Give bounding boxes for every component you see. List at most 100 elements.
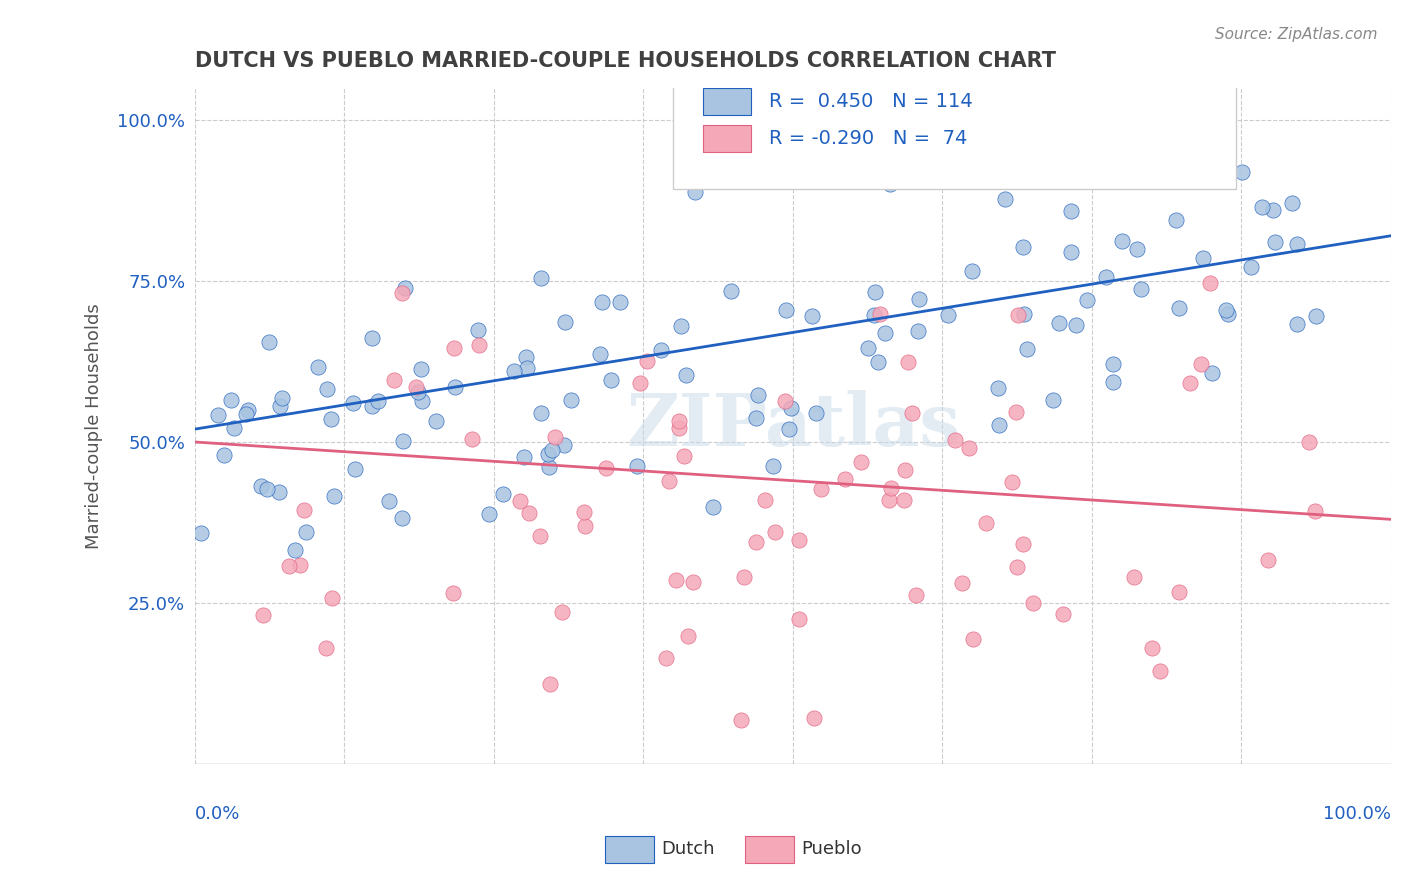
- Dutch: [745, 410, 768, 425]
- Pueblo: [1168, 585, 1191, 599]
- Dutch: [530, 406, 553, 420]
- Pueblo: [787, 612, 810, 626]
- Dutch: [988, 418, 1011, 433]
- Dutch: [1215, 302, 1237, 317]
- Pueblo: [509, 494, 531, 508]
- Dutch: [1102, 375, 1125, 389]
- Pueblo: [962, 632, 984, 646]
- Dutch: [1305, 309, 1327, 323]
- Dutch: [1012, 307, 1035, 321]
- Pueblo: [1257, 553, 1279, 567]
- Dutch: [267, 484, 290, 499]
- Pueblo: [665, 573, 688, 587]
- Pueblo: [1298, 435, 1320, 450]
- Pueblo: [1189, 357, 1212, 371]
- Dutch: [315, 382, 337, 396]
- Dutch: [1285, 318, 1308, 332]
- Pueblo: [1012, 537, 1035, 551]
- Pueblo: [787, 533, 810, 547]
- Dutch: [361, 399, 384, 413]
- Dutch: [444, 379, 467, 393]
- Pueblo: [468, 337, 491, 351]
- Dutch: [1264, 235, 1286, 249]
- Pueblo: [1007, 309, 1029, 323]
- Y-axis label: Married-couple Households: Married-couple Households: [86, 303, 103, 549]
- Pueblo: [668, 421, 690, 435]
- Dutch: [936, 308, 959, 322]
- Dutch: [768, 150, 790, 164]
- Dutch: [1012, 240, 1035, 254]
- Pueblo: [382, 373, 405, 387]
- Dutch: [269, 399, 291, 413]
- Dutch: [669, 319, 692, 334]
- Pueblo: [957, 442, 980, 456]
- Dutch: [1060, 203, 1083, 218]
- Dutch: [856, 341, 879, 355]
- Dutch: [863, 285, 886, 300]
- Pueblo: [529, 529, 551, 543]
- Pueblo: [676, 629, 699, 643]
- Pueblo: [595, 460, 617, 475]
- Dutch: [1076, 293, 1098, 307]
- Dutch: [367, 393, 389, 408]
- Pueblo: [630, 376, 652, 390]
- Dutch: [425, 414, 447, 428]
- Pueblo: [391, 286, 413, 301]
- Pueblo: [773, 394, 796, 409]
- Pueblo: [733, 570, 755, 584]
- Dutch: [1111, 235, 1133, 249]
- Pueblo: [441, 586, 464, 600]
- Dutch: [295, 525, 318, 540]
- Dutch: [478, 508, 501, 522]
- Pueblo: [803, 710, 825, 724]
- FancyBboxPatch shape: [673, 70, 1236, 189]
- Dutch: [467, 323, 489, 337]
- Dutch: [600, 374, 623, 388]
- Dutch: [236, 403, 259, 417]
- Text: R =  0.450   N = 114: R = 0.450 N = 114: [769, 92, 973, 111]
- Dutch: [1125, 243, 1147, 257]
- Dutch: [492, 487, 515, 501]
- Dutch: [866, 355, 889, 369]
- Pueblo: [443, 342, 465, 356]
- Pueblo: [668, 414, 690, 428]
- Pueblo: [1004, 405, 1026, 419]
- Pueblo: [673, 449, 696, 463]
- Dutch: [235, 407, 257, 421]
- Pueblo: [538, 677, 561, 691]
- Dutch: [391, 511, 413, 525]
- Pueblo: [1005, 560, 1028, 574]
- Dutch: [1281, 196, 1303, 211]
- Pueblo: [574, 518, 596, 533]
- Dutch: [1201, 366, 1223, 380]
- Dutch: [875, 326, 897, 340]
- Dutch: [1015, 342, 1038, 356]
- Pueblo: [551, 605, 574, 619]
- Dutch: [1102, 357, 1125, 371]
- Pueblo: [252, 607, 274, 622]
- Pueblo: [1001, 475, 1024, 489]
- Dutch: [702, 500, 724, 514]
- Dutch: [516, 361, 538, 376]
- Dutch: [1192, 251, 1215, 265]
- Dutch: [821, 121, 844, 136]
- Pueblo: [945, 433, 967, 447]
- Pueblo: [288, 558, 311, 573]
- Dutch: [1240, 260, 1263, 274]
- Pueblo: [897, 355, 920, 369]
- Pueblo: [904, 588, 927, 602]
- Dutch: [207, 409, 229, 423]
- Pueblo: [461, 432, 484, 446]
- Pueblo: [1022, 596, 1045, 610]
- Dutch: [503, 364, 526, 378]
- Dutch: [513, 450, 536, 464]
- Text: R = -0.290   N =  74: R = -0.290 N = 74: [769, 128, 967, 148]
- Pueblo: [321, 591, 343, 606]
- Dutch: [720, 285, 742, 299]
- Pueblo: [1149, 664, 1171, 678]
- Dutch: [219, 392, 242, 407]
- FancyBboxPatch shape: [703, 87, 751, 114]
- Dutch: [908, 292, 931, 306]
- Dutch: [344, 461, 367, 475]
- Pueblo: [893, 492, 915, 507]
